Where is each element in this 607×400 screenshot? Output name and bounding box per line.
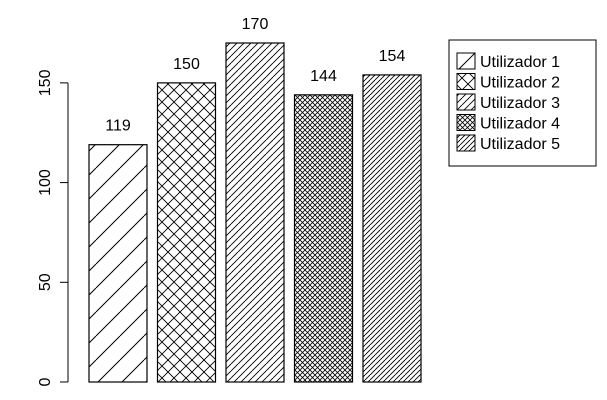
legend-swatch-5 [456,134,476,152]
legend-label-2: Utilizador 2 [480,75,560,92]
y-tick-label: 150 [37,69,54,96]
legend-swatch-1 [456,52,476,70]
legend: Utilizador 1 Utilizador 2 Utilizador 3 Util… [448,39,597,167]
legend-label-3: Utilizador 3 [480,95,560,112]
y-tick-label: 50 [37,273,54,291]
legend-swatch-4 [456,114,476,131]
data-label-1: 119 [105,118,131,135]
data-labels: 119 150 170 144 154 [105,16,405,135]
legend-label-1: Utilizador 1 [480,54,560,71]
bar-1 [88,144,148,383]
bar-5 [362,74,422,383]
data-label-4: 144 [310,68,337,85]
legend-label-5: Utilizador 5 [480,136,560,153]
y-tick-label: 0 [37,377,54,386]
data-label-3: 170 [242,16,269,33]
bar-2 [156,82,217,383]
y-tick-label: 100 [37,169,54,196]
bars [88,42,422,383]
bar-4 [293,94,354,383]
y-axis: 0 50 100 150 [37,69,69,386]
legend-swatch-2 [456,73,476,90]
data-label-2: 150 [173,56,200,73]
legend-label-4: Utilizador 4 [480,116,560,133]
legend-swatch-3 [456,93,476,111]
bar-3 [225,42,285,383]
data-label-5: 154 [379,48,406,65]
